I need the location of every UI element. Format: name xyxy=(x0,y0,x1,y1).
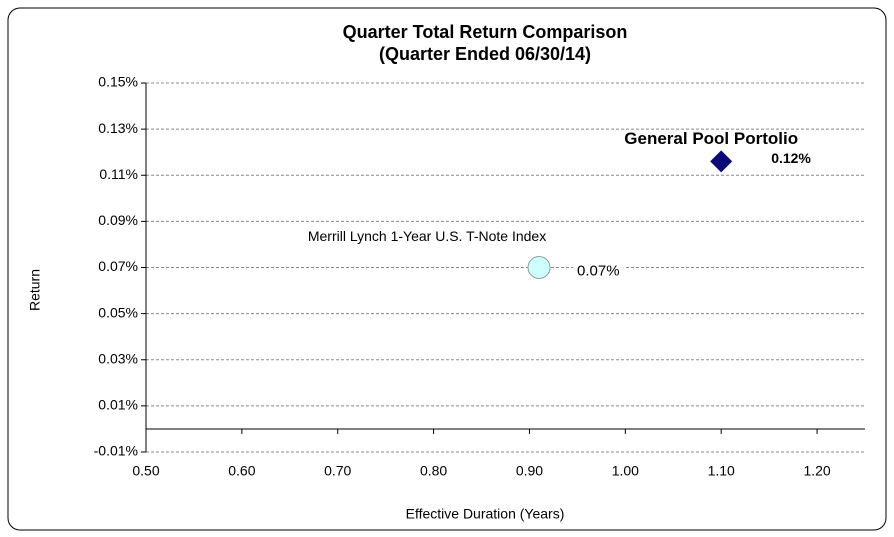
series-name: Merrill Lynch 1-Year U.S. T-Note Index xyxy=(308,228,546,244)
x-tick-label: 0.70 xyxy=(324,463,351,479)
label-background xyxy=(573,261,624,282)
y-tick-label: 0.01% xyxy=(98,397,138,413)
point xyxy=(710,150,733,173)
x-tick-label: 0.50 xyxy=(132,463,159,479)
x-tick-label: 1.00 xyxy=(612,463,639,479)
data-label: 0.07% xyxy=(577,262,620,279)
y-tick-label: 0.07% xyxy=(98,258,138,274)
y-tick-label: 0.15% xyxy=(98,74,138,90)
y-tick-label: 0.03% xyxy=(98,350,138,366)
y-tick-label: 0.05% xyxy=(98,304,138,320)
x-tick-label: 0.80 xyxy=(420,463,447,479)
x-tick-label: 1.10 xyxy=(708,463,735,479)
series-name: General Pool Portolio xyxy=(624,129,798,148)
y-tick-label: 0.09% xyxy=(98,212,138,228)
y-tick-label: 0.13% xyxy=(98,120,138,136)
chart-subtitle: (Quarter Ended 06/30/14) xyxy=(379,44,591,64)
x-tick-label: 0.90 xyxy=(516,463,543,479)
y-axis-label: Return xyxy=(27,269,43,311)
chart-frame xyxy=(7,7,887,531)
x-axis-label: Effective Duration (Years) xyxy=(406,506,565,522)
x-tick-label: 0.60 xyxy=(228,463,255,479)
data-label: 0.12% xyxy=(771,150,811,166)
chart-title: Quarter Total Return Comparison xyxy=(343,22,628,42)
point xyxy=(527,256,551,279)
y-tick-label: 0.11% xyxy=(99,166,138,182)
label-background xyxy=(767,149,815,170)
x-tick-label: 1.20 xyxy=(803,463,830,479)
y-tick-label: -0.01% xyxy=(94,443,138,459)
